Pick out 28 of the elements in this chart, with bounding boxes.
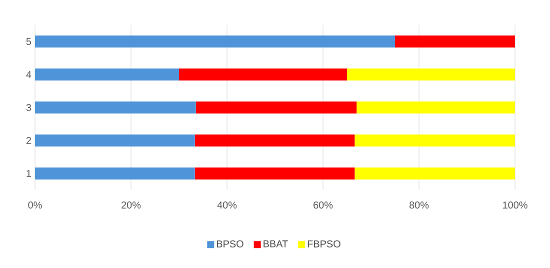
bar bbox=[35, 102, 196, 114]
x-tick-label: 20% bbox=[122, 202, 141, 209]
bar bbox=[356, 102, 516, 114]
bar bbox=[354, 168, 516, 180]
y-tick-label: 1 bbox=[26, 170, 31, 177]
bar bbox=[194, 168, 355, 180]
bar bbox=[179, 68, 348, 81]
bar bbox=[354, 134, 516, 146]
legend-label: BBAT bbox=[264, 240, 288, 248]
legend-label: BPSO bbox=[216, 240, 244, 248]
bar bbox=[395, 36, 516, 48]
x-tick-label: 80% bbox=[409, 202, 429, 209]
y-tick-label: 3 bbox=[26, 104, 32, 112]
x-tick-label: 100% bbox=[503, 202, 528, 209]
bar bbox=[347, 68, 516, 81]
y-tick-label: 4 bbox=[26, 71, 32, 78]
x-tick-label: 0% bbox=[28, 202, 42, 209]
bar bbox=[194, 134, 355, 146]
bar bbox=[35, 36, 396, 48]
legend-label: FBPSO bbox=[308, 240, 340, 248]
x-tick-label: 60% bbox=[314, 202, 333, 209]
bar bbox=[35, 168, 195, 180]
x-tick-label: 40% bbox=[217, 202, 237, 209]
bar bbox=[35, 68, 179, 81]
bar bbox=[35, 134, 195, 146]
bar bbox=[196, 102, 357, 114]
y-tick-label: 2 bbox=[26, 137, 31, 144]
y-tick-label: 5 bbox=[26, 38, 32, 45]
